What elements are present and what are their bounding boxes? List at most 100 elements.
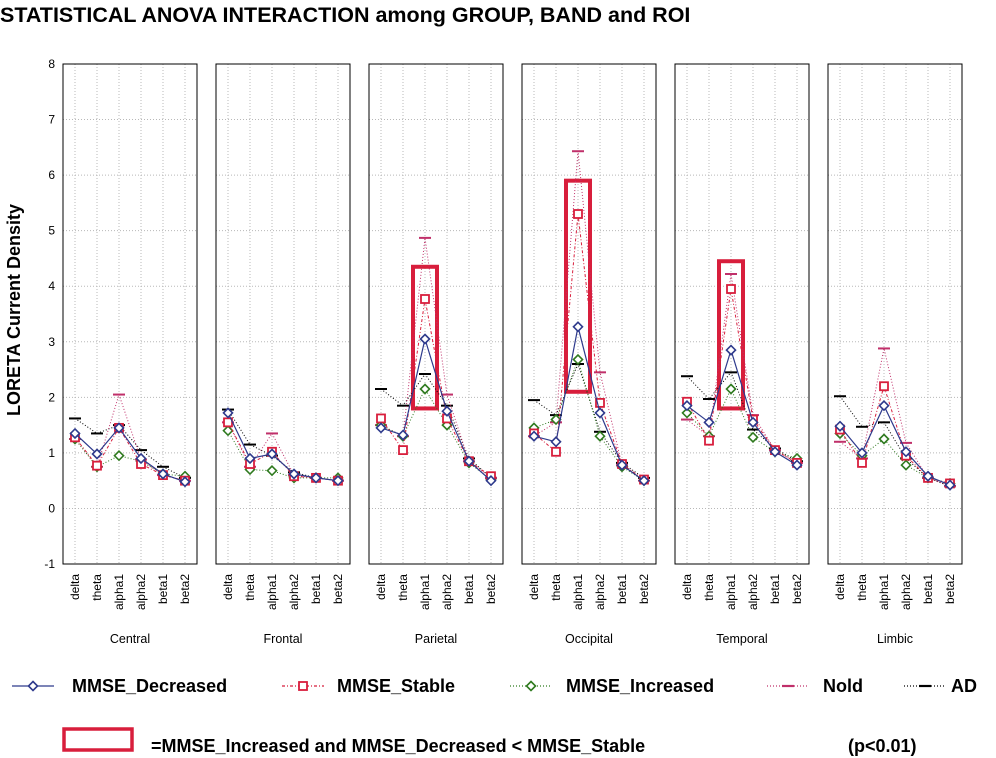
data-point-mmse-increased <box>725 383 737 395</box>
legend-marker <box>525 680 537 692</box>
x-tick-label: beta2 <box>637 574 651 604</box>
legend-label: MMSE_Stable <box>337 676 455 696</box>
y-axis-label: LORETA Current Density <box>4 204 24 416</box>
data-point-mmse-decreased <box>375 422 387 434</box>
panel-label-frontal: Frontal <box>264 632 303 646</box>
panel-occipital: delta theta alpha1 alpha2 beta1 beta2 Occipita… <box>521 63 657 646</box>
panel-label-limbic: Limbic <box>877 632 913 646</box>
data-point-mmse-decreased <box>69 427 81 440</box>
data-point-mmse-decreased <box>638 475 650 487</box>
series-line-mmse-stable <box>839 384 951 484</box>
panel-label-parietal: Parietal <box>415 632 457 646</box>
data-point-mmse-decreased <box>266 448 278 460</box>
series-line-ad <box>533 362 645 479</box>
panel-frame <box>521 63 657 565</box>
y-tick-label: 1 <box>48 446 55 460</box>
data-point-mmse-decreased <box>310 472 322 484</box>
data-point-mmse-decreased <box>91 448 103 460</box>
data-point-mmse-increased <box>113 450 125 462</box>
x-tick-label: delta <box>68 574 82 600</box>
data-point-mmse-decreased <box>856 447 868 459</box>
data-point-mmse-increased <box>747 431 759 443</box>
legend-marker <box>27 680 39 692</box>
panel-temporal: delta theta alpha1 alpha2 beta1 beta2 Temporal <box>674 63 810 646</box>
legend-item-mmse-increased: MMSE_Increased <box>510 676 714 696</box>
x-tick-label: alpha1 <box>265 574 279 610</box>
data-point-mmse-decreased <box>222 407 234 419</box>
x-tick-label: beta1 <box>156 574 170 604</box>
data-point-mmse-stable <box>420 294 430 304</box>
data-point-mmse-increased <box>550 413 562 426</box>
legend-label: AD <box>951 676 977 696</box>
significance-highlight-box <box>411 264 439 411</box>
x-tick-label: alpha1 <box>112 574 126 610</box>
data-point-mmse-decreased <box>616 459 628 471</box>
y-tick-label: 3 <box>48 335 55 349</box>
series-line-ad <box>74 417 186 479</box>
x-tick-label: alpha2 <box>899 574 913 610</box>
series-line-mmse-stable <box>227 422 339 482</box>
x-tick-label: alpha2 <box>287 574 301 610</box>
data-point-mmse-stable <box>595 397 605 408</box>
data-point-mmse-decreased <box>244 452 256 465</box>
panel-label-central: Central <box>110 632 150 646</box>
legend-label: MMSE_Decreased <box>72 676 227 696</box>
series-line-nold <box>533 151 645 482</box>
y-tick-label: 5 <box>48 224 55 238</box>
data-point-mmse-decreased <box>528 430 540 442</box>
legend-item-nold: Nold <box>767 676 863 696</box>
panel-frame <box>827 63 963 565</box>
data-point-mmse-increased <box>878 433 890 445</box>
x-tick-label: beta2 <box>178 574 192 604</box>
x-tick-label: alpha1 <box>571 574 585 610</box>
legend: MMSE_Decreased MMSE_Stable MMSE_Increased N… <box>12 676 977 696</box>
panel-frame <box>215 63 351 565</box>
x-tick-label: delta <box>374 574 388 600</box>
data-point-mmse-increased <box>222 425 234 437</box>
data-point-mmse-decreased <box>485 475 497 487</box>
panel-label-occipital: Occipital <box>565 632 613 646</box>
panel-label-temporal: Temporal <box>716 632 767 646</box>
x-tick-label: theta <box>549 574 563 601</box>
data-point-mmse-decreased <box>725 344 737 356</box>
series-line-ad <box>839 395 951 487</box>
series-line-nold <box>839 348 951 487</box>
data-point-mmse-stable <box>376 413 386 424</box>
panel-limbic: delta theta alpha1 alpha2 beta1 beta2 Limbic <box>827 63 963 646</box>
series-line-mmse-increased <box>227 430 338 479</box>
data-point-mmse-stable <box>92 460 102 471</box>
y-tick-label: 4 <box>48 279 55 293</box>
data-point-mmse-decreased <box>419 333 431 345</box>
series-line-nold <box>380 237 492 479</box>
data-point-mmse-stable <box>551 446 561 457</box>
data-point-mmse-decreased <box>791 459 803 471</box>
y-tick-label: 8 <box>48 57 55 71</box>
data-point-mmse-decreased <box>681 400 693 412</box>
data-point-mmse-stable <box>726 284 736 294</box>
series-line-mmse-increased <box>74 438 186 477</box>
y-tick-label: 6 <box>48 168 55 182</box>
y-tick-label: 2 <box>48 390 55 404</box>
data-point-mmse-decreased <box>441 405 453 417</box>
significance-box-symbol <box>62 727 134 752</box>
significance-highlight-box <box>564 178 592 394</box>
data-point-mmse-decreased <box>922 470 934 482</box>
series-line-mmse-decreased <box>74 426 186 483</box>
x-tick-label: delta <box>680 574 694 600</box>
series-line-ad <box>686 371 798 462</box>
legend-item-mmse-decreased: MMSE_Decreased <box>12 676 227 696</box>
x-tick-label: beta2 <box>331 574 345 604</box>
x-tick-label: delta <box>527 574 541 600</box>
x-tick-label: beta1 <box>768 574 782 604</box>
significance-note-text: =MMSE_Increased and MMSE_Decreased < MMS… <box>151 736 645 756</box>
legend-label: MMSE_Increased <box>566 676 714 696</box>
x-tick-label: theta <box>702 574 716 601</box>
data-point-mmse-decreased <box>747 416 759 428</box>
panel-frame <box>368 63 504 565</box>
data-point-mmse-decreased <box>157 468 169 480</box>
data-point-mmse-decreased <box>332 475 344 487</box>
series-line-mmse-decreased <box>227 412 339 482</box>
data-point-mmse-decreased <box>135 452 147 465</box>
x-tick-label: theta <box>396 574 410 601</box>
